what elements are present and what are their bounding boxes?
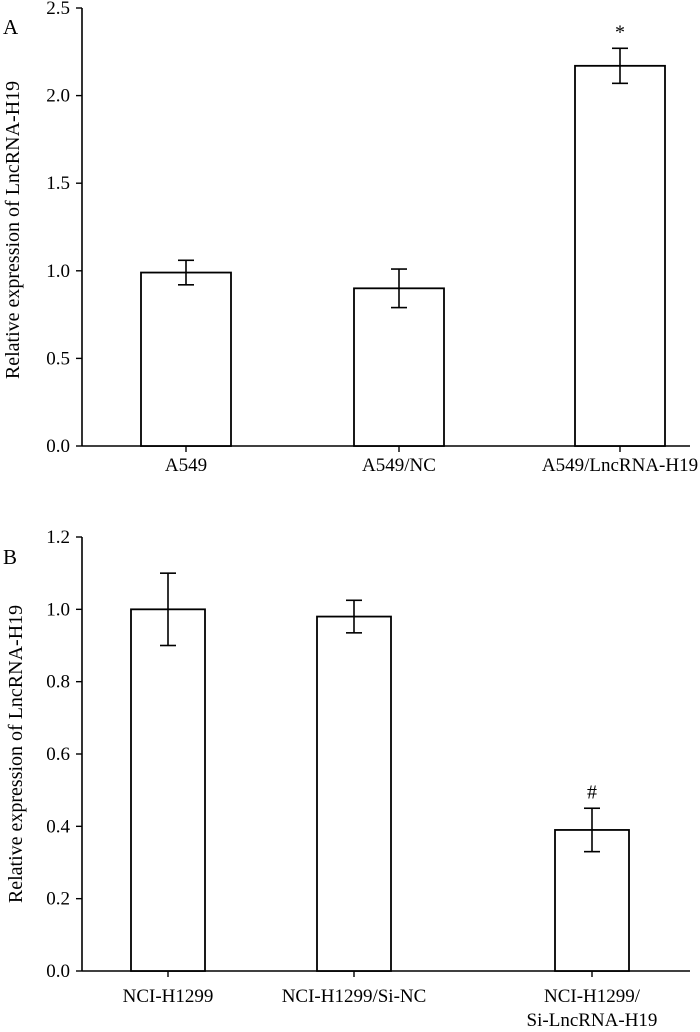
panel-a-category-label-line: A549 xyxy=(165,455,207,476)
panel-a-category-label: A549/NC xyxy=(362,455,436,476)
panel-a-y-tick-label: 1.5 xyxy=(46,173,70,194)
panel-b-category-label-line: NCI-H1299/ xyxy=(544,986,641,1007)
panel-b-bar xyxy=(130,608,206,972)
panel-b-y-tick-label: 0.6 xyxy=(46,744,70,765)
panel-a-label: A xyxy=(3,15,19,39)
panel-b-y-tick-label: 0.4 xyxy=(46,816,70,837)
panel-b-category-label-line: NCI-H1299/Si-NC xyxy=(282,986,427,1007)
panel-a-bar xyxy=(574,64,666,447)
panel-b-category-label-line: NCI-H1299 xyxy=(123,986,214,1007)
panel-b-chart: 0.0 0.2 0.4 0.6 0.8 1.0 1.2 NCI-H1299 NCI-H1299/… xyxy=(3,527,690,1031)
panel-b-y-tick-label: 0.2 xyxy=(46,889,70,910)
panel-b-category-label: NCI-H1299/Si-LncRNA-H19 xyxy=(527,986,658,1031)
panel-b-label: B xyxy=(3,545,17,569)
panel-a-y-tick-label: 2.5 xyxy=(46,0,70,19)
panel-a-y-tick-label: 2.0 xyxy=(46,86,70,107)
panel-b-category-label: NCI-H1299/Si-NC xyxy=(282,986,427,1007)
panel-a-significance-marker: * xyxy=(615,21,625,43)
panel-b-category-label: NCI-H1299 xyxy=(123,986,214,1007)
panel-b-y-tick-label: 1.0 xyxy=(46,599,70,620)
panel-a-y-axis-title: Relative expression of LncRNA-H19 xyxy=(2,81,24,379)
panel-a-category-label: A549 xyxy=(165,455,207,476)
panel-a-category-label-line: A549/LncRNA-H19 xyxy=(542,455,698,476)
panel-b-y-tick-label: 1.2 xyxy=(46,527,70,548)
panel-b-bar xyxy=(316,615,392,972)
panel-b-category-label-line: Si-LncRNA-H19 xyxy=(527,1010,658,1031)
panel-a-bar xyxy=(140,271,232,447)
panel-a-category-label: A549/LncRNA-H19 xyxy=(542,455,698,476)
panel-a-y-tick-label: 1.0 xyxy=(46,261,70,282)
panel-a-y-tick-label: 0.5 xyxy=(46,348,70,369)
panel-b-y-tick-label: 0.0 xyxy=(46,961,70,982)
panel-b-y-tick-label: 0.8 xyxy=(46,672,70,693)
panel-a-category-label-line: A549/NC xyxy=(362,455,436,476)
panel-b-y-axis-title: Relative expression of LncRNA-H19 xyxy=(5,605,27,903)
panel-b-significance-marker: # xyxy=(587,781,597,803)
panel-a-chart: 0.0 0.5 1.0 1.5 2.0 2.5 A549 A549/NC * A549/LncRN… xyxy=(2,0,698,476)
panel-a-y-tick-label: 0.0 xyxy=(46,436,70,457)
panel-a-bar xyxy=(353,287,445,447)
